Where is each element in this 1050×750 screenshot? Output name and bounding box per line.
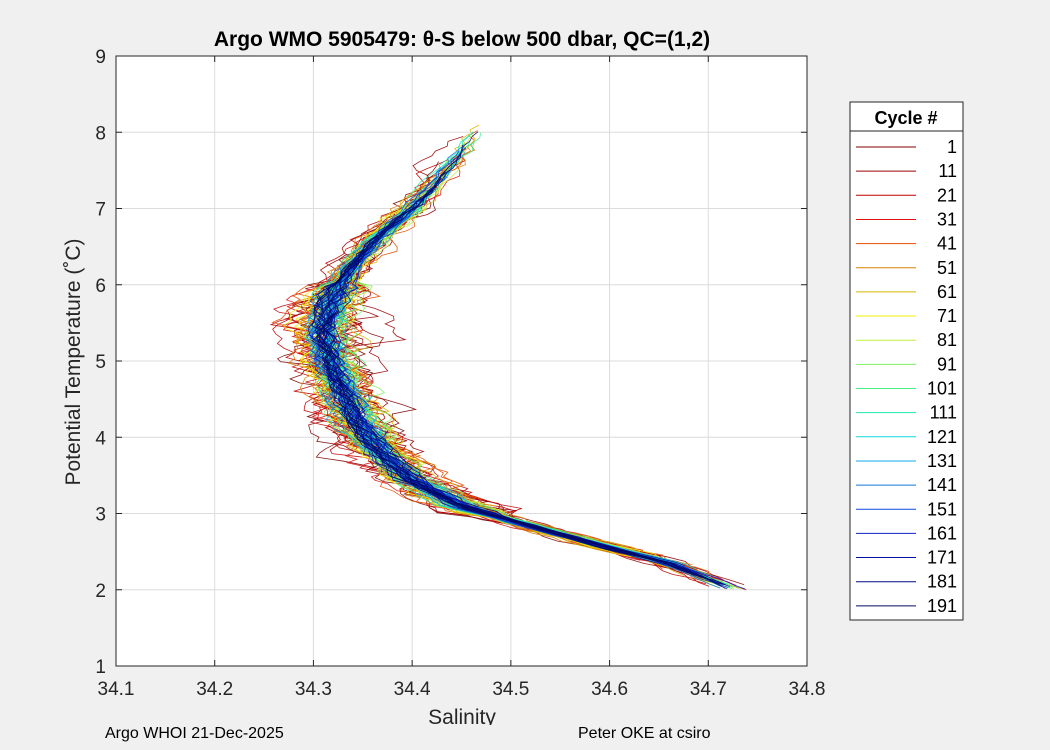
x-tick-label: 34.6 bbox=[591, 679, 628, 700]
y-tick-label: 9 bbox=[95, 47, 106, 68]
legend-label: 121 bbox=[927, 427, 957, 447]
x-tick-label: 34.7 bbox=[690, 679, 727, 700]
legend-label: 111 bbox=[930, 403, 957, 423]
legend-label: 171 bbox=[927, 548, 957, 568]
x-tick-label: 34.3 bbox=[295, 679, 332, 700]
chart-title: Argo WMO 5905479: θ-S below 500 dbar, QC… bbox=[214, 28, 710, 51]
y-tick-label: 8 bbox=[95, 123, 106, 144]
profile-line bbox=[306, 142, 721, 589]
profile-line bbox=[326, 243, 713, 577]
axis-ticks: 34.1 34.2 34.3 34.4 34.5 34.6 34.7 34.8 1 2 3 4 5 6 7 8… bbox=[95, 47, 825, 700]
legend-label: 71 bbox=[937, 306, 957, 326]
y-tick-label: 6 bbox=[95, 276, 106, 297]
legend-label: 91 bbox=[937, 354, 957, 374]
legend-label: 11 bbox=[938, 161, 957, 181]
legend-label: 31 bbox=[937, 209, 957, 229]
legend-items: 1112131415161718191101111121131141151161… bbox=[856, 137, 957, 616]
y-tick-label: 5 bbox=[95, 352, 106, 373]
y-tick-label: 3 bbox=[95, 505, 106, 526]
profile-lines bbox=[269, 124, 747, 590]
y-tick-label: 7 bbox=[95, 200, 106, 221]
theta-s-chart: 34.1 34.2 34.3 34.4 34.5 34.6 34.7 34.8 1 2 3 4 5 6 7 8… bbox=[62, 28, 964, 725]
profile-line bbox=[314, 234, 620, 553]
legend-label: 21 bbox=[937, 185, 957, 205]
legend-label: 151 bbox=[927, 499, 957, 519]
legend-label: 51 bbox=[937, 258, 957, 278]
x-tick-label: 34.2 bbox=[196, 679, 233, 700]
legend: Cycle # 11121314151617181911011111211311… bbox=[849, 101, 964, 621]
profile-line bbox=[324, 184, 673, 565]
legend-title: Cycle # bbox=[874, 108, 937, 128]
footer-source: Argo WHOI 21-Dec-2025 bbox=[105, 725, 284, 742]
legend-label: 41 bbox=[937, 234, 957, 254]
y-tick-label: 4 bbox=[95, 428, 106, 449]
x-axis-label: Salinity bbox=[428, 706, 496, 725]
footer-author: Peter OKE at csiro bbox=[578, 725, 711, 742]
x-tick-label: 34.4 bbox=[394, 679, 431, 700]
y-axis-label: Potential Temperature (˚C) bbox=[62, 238, 85, 485]
legend-label: 141 bbox=[927, 475, 957, 495]
legend-label: 101 bbox=[927, 379, 957, 399]
profile-line bbox=[311, 152, 719, 585]
y-tick-label: 2 bbox=[95, 581, 106, 602]
x-tick-label: 34.1 bbox=[98, 679, 135, 700]
legend-label: 1 bbox=[947, 137, 957, 157]
legend-label: 81 bbox=[937, 330, 957, 350]
legend-label: 181 bbox=[927, 572, 957, 592]
x-tick-label: 34.5 bbox=[492, 679, 529, 700]
legend-label: 61 bbox=[937, 282, 957, 302]
legend-label: 161 bbox=[927, 523, 957, 543]
legend-label: 191 bbox=[927, 596, 957, 616]
x-tick-label: 34.8 bbox=[789, 679, 826, 700]
y-tick-label: 1 bbox=[95, 657, 106, 678]
legend-label: 131 bbox=[927, 451, 957, 471]
profile-line bbox=[311, 144, 637, 555]
